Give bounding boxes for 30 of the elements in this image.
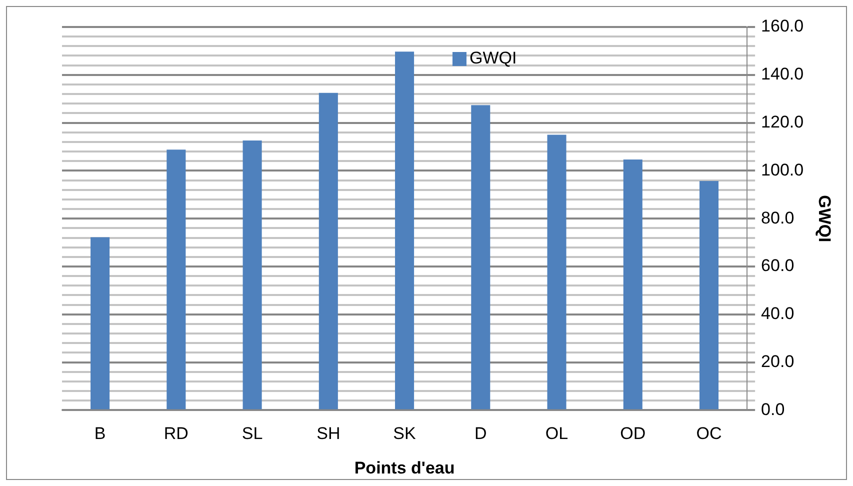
y-tick-label: 60.0 — [761, 256, 794, 276]
bar — [166, 150, 186, 410]
legend-label: GWQI — [469, 48, 517, 68]
x-tick-label: OC — [696, 424, 722, 444]
x-tick-label: RD — [164, 424, 188, 444]
bar — [318, 92, 338, 410]
y-tick-label: 140.0 — [761, 64, 804, 84]
y-tick-label: 40.0 — [761, 304, 794, 324]
bar — [395, 52, 414, 410]
bar — [242, 140, 262, 410]
bar — [699, 181, 719, 410]
x-tick-label: OD — [620, 424, 646, 444]
x-tick-label: SK — [393, 424, 417, 444]
y-tick-label: 20.0 — [761, 352, 794, 371]
x-axis-title: Points d'eau — [354, 458, 455, 478]
y-tick-label: 0.0 — [761, 400, 785, 419]
x-tick-label: D — [474, 424, 487, 444]
x-tick-label: SL — [242, 424, 263, 444]
x-tick-label: SH — [316, 424, 340, 444]
bar — [471, 105, 490, 410]
bar — [90, 237, 110, 410]
bar — [547, 134, 566, 410]
y-tick-label: 120.0 — [761, 112, 804, 132]
y-axis-title: GWQI — [815, 194, 834, 242]
bar — [623, 159, 642, 410]
y-tick-label: 160.0 — [761, 16, 804, 36]
x-tick-label: B — [94, 424, 106, 444]
x-tick-label: OL — [545, 424, 568, 444]
y-tick-label: 100.0 — [761, 160, 804, 180]
y-tick-label: 80.0 — [761, 208, 794, 228]
